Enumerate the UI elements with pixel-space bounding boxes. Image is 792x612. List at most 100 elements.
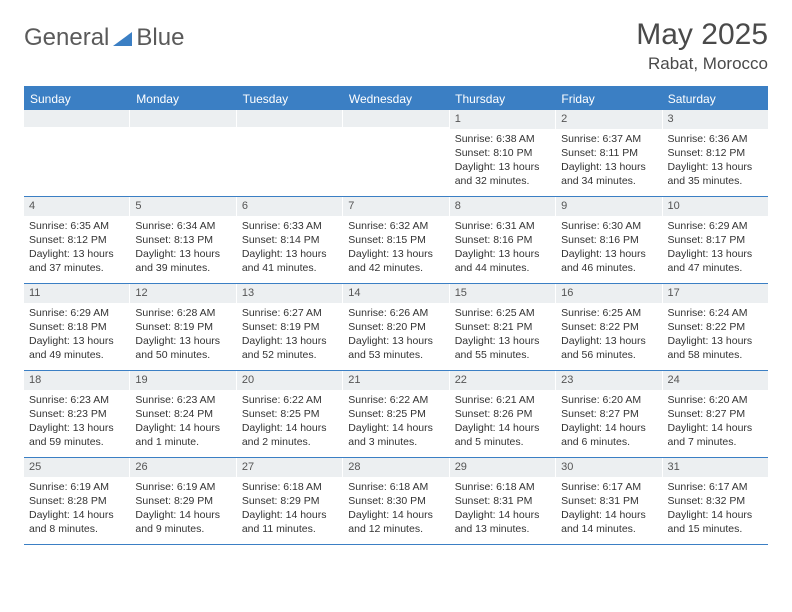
daylight-line: Daylight: 14 hours and 12 minutes.	[348, 508, 443, 536]
sunset-line: Sunset: 8:19 PM	[135, 320, 230, 334]
sunset-line: Sunset: 8:26 PM	[455, 407, 550, 421]
daylight-line: Daylight: 13 hours and 32 minutes.	[455, 160, 550, 188]
daylight-line: Daylight: 14 hours and 5 minutes.	[455, 421, 550, 449]
sunset-line: Sunset: 8:31 PM	[455, 494, 550, 508]
sunrise-line: Sunrise: 6:25 AM	[455, 306, 550, 320]
calendar: Sunday Monday Tuesday Wednesday Thursday…	[24, 86, 768, 545]
day-body: Sunrise: 6:20 AMSunset: 8:27 PMDaylight:…	[556, 390, 661, 454]
day-number: 17	[663, 284, 768, 303]
day-body: Sunrise: 6:17 AMSunset: 8:31 PMDaylight:…	[556, 477, 661, 541]
day-cell: 11Sunrise: 6:29 AMSunset: 8:18 PMDayligh…	[24, 284, 130, 370]
sunset-line: Sunset: 8:30 PM	[348, 494, 443, 508]
daylight-line: Daylight: 13 hours and 41 minutes.	[242, 247, 337, 275]
daylight-line: Daylight: 13 hours and 59 minutes.	[29, 421, 124, 449]
day-body: Sunrise: 6:20 AMSunset: 8:27 PMDaylight:…	[663, 390, 768, 454]
sunset-line: Sunset: 8:29 PM	[135, 494, 230, 508]
day-cell: 28Sunrise: 6:18 AMSunset: 8:30 PMDayligh…	[343, 458, 449, 544]
sunset-line: Sunset: 8:13 PM	[135, 233, 230, 247]
daylight-line: Daylight: 13 hours and 58 minutes.	[668, 334, 763, 362]
sunrise-line: Sunrise: 6:31 AM	[455, 219, 550, 233]
sunrise-line: Sunrise: 6:33 AM	[242, 219, 337, 233]
day-body: Sunrise: 6:19 AMSunset: 8:29 PMDaylight:…	[130, 477, 235, 541]
daylight-line: Daylight: 13 hours and 49 minutes.	[29, 334, 124, 362]
sunset-line: Sunset: 8:16 PM	[561, 233, 656, 247]
logo-text-2: Blue	[136, 24, 184, 52]
sunrise-line: Sunrise: 6:24 AM	[668, 306, 763, 320]
daylight-line: Daylight: 14 hours and 9 minutes.	[135, 508, 230, 536]
day-number: 22	[450, 371, 555, 390]
day-number: 15	[450, 284, 555, 303]
sunrise-line: Sunrise: 6:18 AM	[348, 480, 443, 494]
sunset-line: Sunset: 8:28 PM	[29, 494, 124, 508]
daylight-line: Daylight: 14 hours and 15 minutes.	[668, 508, 763, 536]
day-number: 14	[343, 284, 448, 303]
day-number: 19	[130, 371, 235, 390]
weeks-container: 1Sunrise: 6:38 AMSunset: 8:10 PMDaylight…	[24, 110, 768, 545]
sunset-line: Sunset: 8:32 PM	[668, 494, 763, 508]
sunset-line: Sunset: 8:15 PM	[348, 233, 443, 247]
day-body: Sunrise: 6:22 AMSunset: 8:25 PMDaylight:…	[237, 390, 342, 454]
daylight-line: Daylight: 13 hours and 50 minutes.	[135, 334, 230, 362]
day-cell: 15Sunrise: 6:25 AMSunset: 8:21 PMDayligh…	[450, 284, 556, 370]
day-number: 23	[556, 371, 661, 390]
day-number: 13	[237, 284, 342, 303]
logo: General Blue	[24, 18, 184, 52]
daylight-line: Daylight: 14 hours and 6 minutes.	[561, 421, 656, 449]
day-cell: 23Sunrise: 6:20 AMSunset: 8:27 PMDayligh…	[556, 371, 662, 457]
day-number: 4	[24, 197, 129, 216]
day-cell: 17Sunrise: 6:24 AMSunset: 8:22 PMDayligh…	[663, 284, 768, 370]
day-cell	[130, 110, 236, 196]
sunrise-line: Sunrise: 6:19 AM	[29, 480, 124, 494]
day-cell: 16Sunrise: 6:25 AMSunset: 8:22 PMDayligh…	[556, 284, 662, 370]
day-body: Sunrise: 6:18 AMSunset: 8:30 PMDaylight:…	[343, 477, 448, 541]
day-number	[24, 110, 129, 127]
day-cell	[24, 110, 130, 196]
sunset-line: Sunset: 8:12 PM	[29, 233, 124, 247]
sunrise-line: Sunrise: 6:20 AM	[668, 393, 763, 407]
sunset-line: Sunset: 8:17 PM	[668, 233, 763, 247]
week-row: 25Sunrise: 6:19 AMSunset: 8:28 PMDayligh…	[24, 458, 768, 545]
day-cell: 10Sunrise: 6:29 AMSunset: 8:17 PMDayligh…	[663, 197, 768, 283]
sunrise-line: Sunrise: 6:36 AM	[668, 132, 763, 146]
sunrise-line: Sunrise: 6:29 AM	[668, 219, 763, 233]
sunset-line: Sunset: 8:11 PM	[561, 146, 656, 160]
daylight-line: Daylight: 14 hours and 14 minutes.	[561, 508, 656, 536]
day-number: 27	[237, 458, 342, 477]
daylight-line: Daylight: 14 hours and 2 minutes.	[242, 421, 337, 449]
sunrise-line: Sunrise: 6:29 AM	[29, 306, 124, 320]
day-body: Sunrise: 6:17 AMSunset: 8:32 PMDaylight:…	[663, 477, 768, 541]
day-cell: 6Sunrise: 6:33 AMSunset: 8:14 PMDaylight…	[237, 197, 343, 283]
day-number: 9	[556, 197, 661, 216]
sunrise-line: Sunrise: 6:30 AM	[561, 219, 656, 233]
day-number: 8	[450, 197, 555, 216]
dow-sat: Saturday	[662, 88, 768, 110]
sunset-line: Sunset: 8:29 PM	[242, 494, 337, 508]
day-body: Sunrise: 6:22 AMSunset: 8:25 PMDaylight:…	[343, 390, 448, 454]
day-cell: 31Sunrise: 6:17 AMSunset: 8:32 PMDayligh…	[663, 458, 768, 544]
daylight-line: Daylight: 13 hours and 53 minutes.	[348, 334, 443, 362]
daylight-line: Daylight: 13 hours and 34 minutes.	[561, 160, 656, 188]
day-body: Sunrise: 6:37 AMSunset: 8:11 PMDaylight:…	[556, 129, 661, 193]
daylight-line: Daylight: 14 hours and 11 minutes.	[242, 508, 337, 536]
day-number: 6	[237, 197, 342, 216]
week-row: 1Sunrise: 6:38 AMSunset: 8:10 PMDaylight…	[24, 110, 768, 197]
day-number	[237, 110, 342, 127]
day-number: 28	[343, 458, 448, 477]
day-body: Sunrise: 6:38 AMSunset: 8:10 PMDaylight:…	[450, 129, 555, 193]
header: General Blue May 2025 Rabat, Morocco	[24, 18, 768, 74]
location: Rabat, Morocco	[636, 54, 768, 74]
sunrise-line: Sunrise: 6:23 AM	[135, 393, 230, 407]
day-cell: 4Sunrise: 6:35 AMSunset: 8:12 PMDaylight…	[24, 197, 130, 283]
day-cell: 29Sunrise: 6:18 AMSunset: 8:31 PMDayligh…	[450, 458, 556, 544]
day-number: 12	[130, 284, 235, 303]
daylight-line: Daylight: 14 hours and 8 minutes.	[29, 508, 124, 536]
title-block: May 2025 Rabat, Morocco	[636, 18, 768, 74]
day-cell: 19Sunrise: 6:23 AMSunset: 8:24 PMDayligh…	[130, 371, 236, 457]
daylight-line: Daylight: 13 hours and 52 minutes.	[242, 334, 337, 362]
sunset-line: Sunset: 8:21 PM	[455, 320, 550, 334]
sunrise-line: Sunrise: 6:37 AM	[561, 132, 656, 146]
day-number: 18	[24, 371, 129, 390]
day-body: Sunrise: 6:32 AMSunset: 8:15 PMDaylight:…	[343, 216, 448, 280]
sunset-line: Sunset: 8:25 PM	[242, 407, 337, 421]
day-body: Sunrise: 6:28 AMSunset: 8:19 PMDaylight:…	[130, 303, 235, 367]
